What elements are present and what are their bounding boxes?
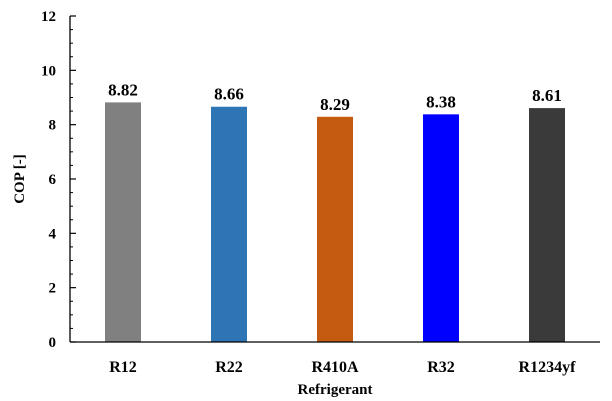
x-tick-label-r12: R12 [109,359,137,376]
y-tick-label: 2 [49,281,57,297]
y-tick-label: 8 [49,118,57,134]
y-tick-label: 4 [49,226,57,242]
value-label-r22: 8.66 [214,85,244,104]
bar-r32 [423,114,459,343]
x-tick-label-r1234yf: R1234yf [519,359,577,376]
y-tick-label: 0 [49,335,57,351]
y-tick-label: 12 [41,9,56,25]
value-labels: 8.82 8.66 8.29 8.38 8.61 [108,80,562,113]
bar-r22 [211,106,247,342]
value-label-r410a: 8.29 [320,95,350,114]
y-tick-label: 6 [49,172,57,188]
x-tick-label-r22: R22 [215,359,243,376]
bars [105,102,565,343]
value-label-r1234yf: 8.61 [532,86,562,105]
x-axis-title: Refrigerant [298,382,373,398]
x-axis-tick-labels: R12 R22 R410A R32 R1234yf [109,359,576,376]
bar-r12 [105,102,141,342]
x-tick-label-r410a: R410A [311,359,359,376]
bar-r410a [317,116,353,342]
value-label-r32: 8.38 [426,92,456,111]
y-tick-label: 10 [41,63,56,79]
y-axis-title: COP [-] [12,154,28,204]
bar-r1234yf [529,108,565,342]
value-label-r12: 8.82 [108,80,138,99]
y-axis-ticks: 0 2 4 6 8 10 12 [41,9,76,351]
x-tick-label-r32: R32 [427,359,455,376]
